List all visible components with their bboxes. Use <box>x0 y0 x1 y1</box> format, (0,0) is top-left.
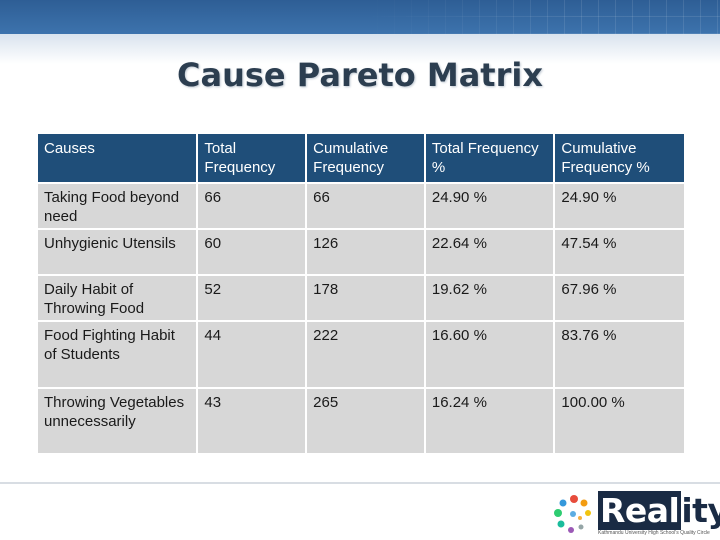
cell-cause: Unhygienic Utensils <box>35 228 199 276</box>
header-cumulative-frequency: Cumulative Frequency <box>305 132 426 184</box>
cell-cause: Throwing Vegetables unnecessarily <box>35 387 199 455</box>
cell-total-percent: 19.62 % <box>423 274 556 322</box>
cell-cumulative-frequency: 126 <box>305 228 426 276</box>
slide-title: Cause Pareto Matrix <box>177 56 543 94</box>
table-header-row: Causes Total Frequency Cumulative Freque… <box>35 132 686 184</box>
header-causes: Causes <box>35 132 199 184</box>
header-total-frequency: Total Frequency <box>196 132 308 184</box>
cell-total-frequency: 66 <box>196 182 308 230</box>
reality-logo: Reality Kathmandu University High School… <box>552 491 720 538</box>
cell-total-frequency: 60 <box>196 228 308 276</box>
footer-divider <box>0 482 720 484</box>
logo-tagline: Kathmandu University High School's Quali… <box>598 530 710 536</box>
band-fade <box>0 34 720 64</box>
band-tile-pattern <box>360 0 720 34</box>
logo-word-boxed: Real <box>598 491 682 530</box>
table-row: Taking Food beyond need 66 66 24.90 % 24… <box>35 182 686 230</box>
top-decorative-band <box>0 0 720 34</box>
cell-cumulative-frequency: 66 <box>305 182 426 230</box>
cell-total-percent: 16.24 % <box>423 387 556 455</box>
header-total-frequency-percent: Total Frequency % <box>423 132 556 184</box>
cell-cause: Food Fighting Habit of Students <box>35 320 199 389</box>
cell-cause: Taking Food beyond need <box>35 182 199 230</box>
cell-cumulative-frequency: 222 <box>305 320 426 389</box>
logo-wordmark: Reality <box>598 491 720 530</box>
cell-total-percent: 16.60 % <box>423 320 556 389</box>
logo-dots-icon <box>554 495 591 533</box>
cell-total-frequency: 44 <box>196 320 308 389</box>
cell-total-percent: 22.64 % <box>423 228 556 276</box>
cell-total-percent: 24.90 % <box>423 182 556 230</box>
cell-cumulative-percent: 47.54 % <box>553 228 686 276</box>
pareto-table: Causes Total Frequency Cumulative Freque… <box>35 132 686 455</box>
header-cumulative-frequency-percent: Cumulative Frequency % <box>553 132 686 184</box>
table-background: Causes Total Frequency Cumulative Freque… <box>35 132 686 455</box>
cell-cumulative-percent: 67.96 % <box>553 274 686 322</box>
cell-cumulative-percent: 100.00 % <box>553 387 686 455</box>
cell-cumulative-percent: 83.76 % <box>553 320 686 389</box>
cell-total-frequency: 52 <box>196 274 308 322</box>
cell-cumulative-frequency: 265 <box>305 387 426 455</box>
cell-cause: Daily Habit of Throwing Food <box>35 274 199 322</box>
table-row: Daily Habit of Throwing Food 52 178 19.6… <box>35 274 686 322</box>
cell-cumulative-percent: 24.90 % <box>553 182 686 230</box>
table-row: Throwing Vegetables unnecessarily 43 265… <box>35 387 686 455</box>
table-row: Food Fighting Habit of Students 44 222 1… <box>35 320 686 389</box>
table-row: Unhygienic Utensils 60 126 22.64 % 47.54… <box>35 228 686 276</box>
logo-word-rest: ity <box>681 491 720 530</box>
cell-total-frequency: 43 <box>196 387 308 455</box>
cell-cumulative-frequency: 178 <box>305 274 426 322</box>
